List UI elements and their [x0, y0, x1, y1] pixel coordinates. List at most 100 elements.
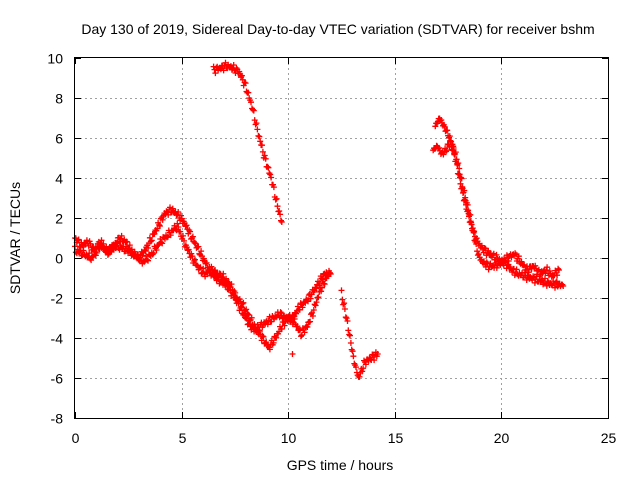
data-point [80, 247, 87, 254]
data-point [277, 309, 284, 316]
data-point [258, 337, 265, 344]
y-tick-label: -6 [51, 371, 64, 387]
data-point [240, 299, 247, 306]
data-point [155, 242, 162, 249]
data-point [109, 242, 115, 249]
data-point [518, 258, 525, 265]
data-point [462, 194, 469, 201]
data-point [347, 340, 354, 346]
data-point [441, 123, 448, 130]
data-point [238, 72, 245, 79]
data-point [175, 209, 182, 215]
data-point [76, 249, 83, 255]
data-point [163, 234, 170, 241]
data-point [187, 228, 194, 235]
data-point [457, 174, 464, 181]
data-point [245, 311, 251, 318]
data-point [270, 184, 277, 191]
data-point [260, 333, 267, 340]
data-point [436, 144, 443, 151]
data-point [158, 239, 165, 246]
data-point [560, 283, 567, 289]
data-point [318, 288, 325, 295]
data-point [100, 240, 107, 247]
data-point [344, 318, 351, 324]
data-point [532, 262, 539, 269]
data-point [278, 219, 285, 225]
data-point [374, 351, 381, 357]
data-point [248, 314, 255, 321]
data-point [304, 297, 311, 304]
series-track-g [432, 115, 562, 280]
data-point [467, 211, 474, 218]
data-point [242, 80, 249, 87]
plot-frame [74, 57, 609, 419]
axis-ticks [75, 58, 609, 419]
data-point [552, 279, 559, 286]
data-point [239, 300, 246, 307]
data-point [144, 256, 150, 263]
data-point [74, 237, 81, 244]
data-point [278, 217, 284, 224]
data-point [212, 70, 219, 77]
data-point [167, 204, 173, 211]
data-point [267, 171, 274, 178]
data-point [263, 339, 270, 346]
data-point [543, 267, 550, 274]
data-point [181, 237, 187, 244]
data-point [255, 132, 262, 139]
data-point [256, 328, 263, 335]
data-point [178, 212, 184, 219]
data-point [276, 208, 283, 214]
data-point [197, 264, 204, 271]
data-point [259, 148, 266, 155]
data-point [86, 250, 93, 257]
data-point [291, 316, 298, 322]
data-point [294, 323, 301, 330]
data-point [262, 339, 269, 346]
data-point [507, 265, 514, 271]
data-point [264, 163, 271, 170]
data-point [490, 250, 497, 257]
y-tick-label: 4 [55, 171, 63, 187]
series-track-e [289, 351, 296, 357]
data-point [232, 289, 239, 296]
data-point [531, 279, 538, 286]
data-point [208, 263, 215, 270]
data-point [346, 331, 353, 338]
data-point [124, 238, 131, 245]
data-point [236, 296, 243, 303]
data-point [142, 248, 149, 255]
data-point [544, 264, 551, 271]
data-point [438, 117, 445, 123]
data-point [256, 133, 263, 140]
data-point [245, 89, 252, 96]
data-point [223, 275, 230, 282]
data-point [189, 253, 196, 260]
data-point [469, 225, 476, 232]
data-point [481, 258, 487, 265]
data-point [548, 281, 555, 288]
data-point [519, 270, 526, 277]
data-point [321, 281, 328, 288]
data-point [468, 219, 475, 226]
data-point [312, 302, 319, 309]
data-point [266, 346, 273, 353]
data-point [259, 333, 266, 339]
data-point [293, 310, 300, 317]
data-point [554, 272, 561, 279]
series-track-d [338, 287, 381, 380]
data-point [243, 306, 250, 313]
data-point [464, 201, 471, 208]
y-tick-label: -4 [51, 331, 64, 347]
data-point [262, 155, 269, 162]
x-tick-label: 5 [179, 430, 187, 446]
y-tick-label: -2 [51, 291, 64, 307]
data-point [268, 174, 275, 181]
data-point [245, 312, 252, 318]
data-point [315, 294, 322, 301]
data-point [504, 262, 511, 269]
data-point [493, 251, 500, 258]
data-point [241, 79, 248, 86]
data-point [338, 287, 345, 294]
